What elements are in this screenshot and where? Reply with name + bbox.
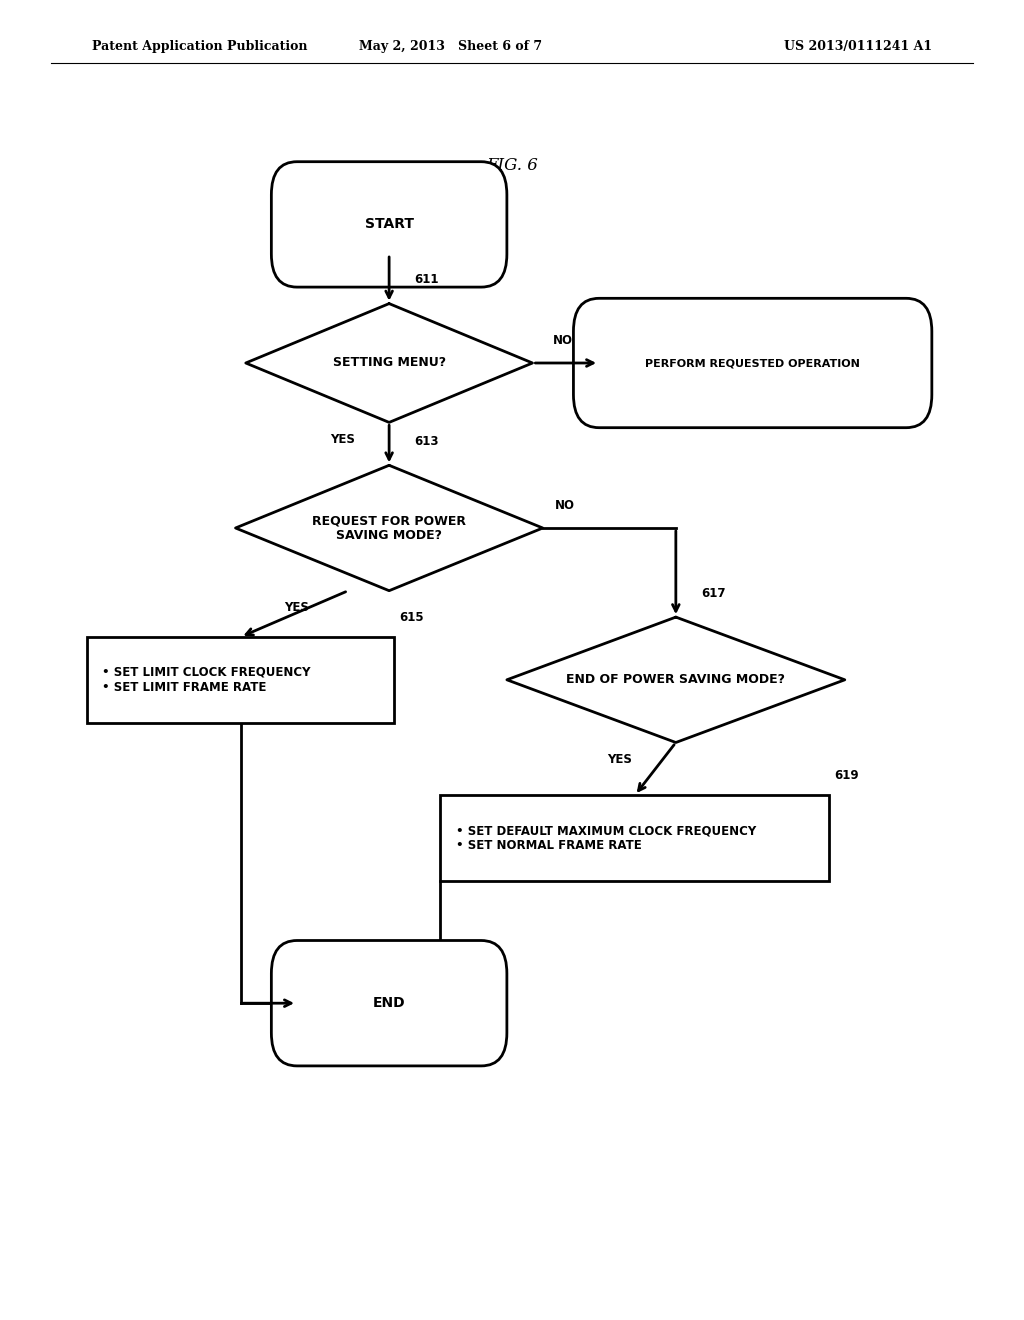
Text: 615: 615 xyxy=(399,611,424,623)
FancyBboxPatch shape xyxy=(271,162,507,288)
Text: FIG. 6: FIG. 6 xyxy=(486,157,538,173)
Text: • SET LIMIT CLOCK FREQUENCY
• SET LIMIT FRAME RATE: • SET LIMIT CLOCK FREQUENCY • SET LIMIT … xyxy=(102,665,311,694)
Text: END OF POWER SAVING MODE?: END OF POWER SAVING MODE? xyxy=(566,673,785,686)
Text: US 2013/0111241 A1: US 2013/0111241 A1 xyxy=(783,40,932,53)
Text: NO: NO xyxy=(555,499,575,512)
FancyBboxPatch shape xyxy=(573,298,932,428)
Text: YES: YES xyxy=(607,752,632,766)
Text: 611: 611 xyxy=(415,273,439,286)
Text: Patent Application Publication: Patent Application Publication xyxy=(92,40,307,53)
Text: REQUEST FOR POWER
SAVING MODE?: REQUEST FOR POWER SAVING MODE? xyxy=(312,513,466,543)
Bar xyxy=(87,636,394,722)
Text: 617: 617 xyxy=(701,587,726,599)
Text: END: END xyxy=(373,997,406,1010)
Text: NO: NO xyxy=(553,334,573,347)
Text: YES: YES xyxy=(285,602,309,614)
Bar xyxy=(440,795,829,882)
Text: May 2, 2013   Sheet 6 of 7: May 2, 2013 Sheet 6 of 7 xyxy=(359,40,542,53)
Text: YES: YES xyxy=(331,433,355,446)
Text: SETTING MENU?: SETTING MENU? xyxy=(333,356,445,370)
Text: START: START xyxy=(365,218,414,231)
Polygon shape xyxy=(236,466,543,591)
Text: 613: 613 xyxy=(415,436,439,447)
Polygon shape xyxy=(246,304,532,422)
Text: PERFORM REQUESTED OPERATION: PERFORM REQUESTED OPERATION xyxy=(645,358,860,368)
Text: • SET DEFAULT MAXIMUM CLOCK FREQUENCY
• SET NORMAL FRAME RATE: • SET DEFAULT MAXIMUM CLOCK FREQUENCY • … xyxy=(456,824,756,853)
Polygon shape xyxy=(507,618,845,742)
FancyBboxPatch shape xyxy=(271,940,507,1067)
Text: 619: 619 xyxy=(835,770,859,781)
